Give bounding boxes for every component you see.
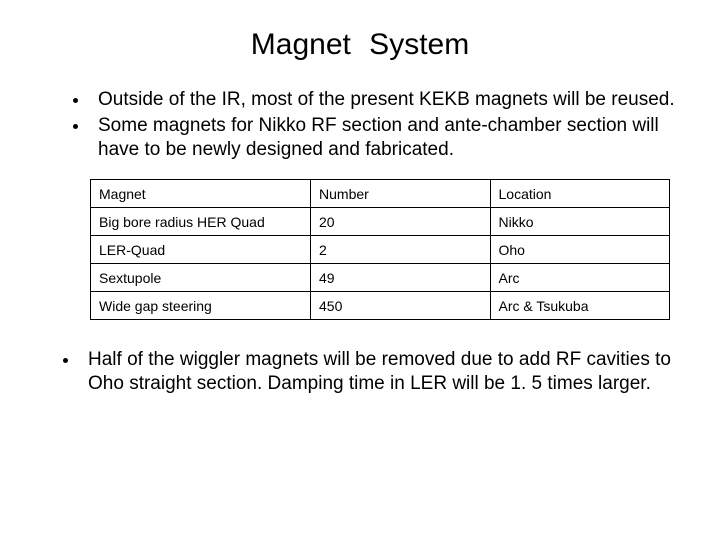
table-row: Big bore radius HER Quad 20 Nikko	[91, 208, 670, 236]
post-bullet-list: Half of the wiggler magnets will be remo…	[40, 348, 680, 396]
slide-title: Magnet System	[40, 28, 680, 62]
table-row: Sextupole 49 Arc	[91, 264, 670, 292]
table-cell: 2	[311, 236, 490, 264]
table-cell: Wide gap steering	[91, 292, 311, 320]
table-container: Magnet Number Location Big bore radius H…	[40, 179, 680, 320]
table-header-cell: Number	[311, 180, 490, 208]
table-header-cell: Magnet	[91, 180, 311, 208]
table-row: LER-Quad 2 Oho	[91, 236, 670, 264]
table-cell: 20	[311, 208, 490, 236]
table-cell: Arc & Tsukuba	[490, 292, 670, 320]
table-cell: Arc	[490, 264, 670, 292]
table-cell: Big bore radius HER Quad	[91, 208, 311, 236]
pre-bullet-list: Outside of the IR, most of the present K…	[40, 88, 680, 161]
table-cell: 450	[311, 292, 490, 320]
table-header-row: Magnet Number Location	[91, 180, 670, 208]
bullet-item: Some magnets for Nikko RF section and an…	[90, 114, 680, 162]
bullet-item: Outside of the IR, most of the present K…	[90, 88, 680, 112]
table-cell: Oho	[490, 236, 670, 264]
table-cell: LER-Quad	[91, 236, 311, 264]
table-cell: 49	[311, 264, 490, 292]
bullet-item: Half of the wiggler magnets will be remo…	[80, 348, 680, 396]
table-header-cell: Location	[490, 180, 670, 208]
magnet-table: Magnet Number Location Big bore radius H…	[90, 179, 670, 320]
table-cell: Sextupole	[91, 264, 311, 292]
table-row: Wide gap steering 450 Arc & Tsukuba	[91, 292, 670, 320]
table-cell: Nikko	[490, 208, 670, 236]
